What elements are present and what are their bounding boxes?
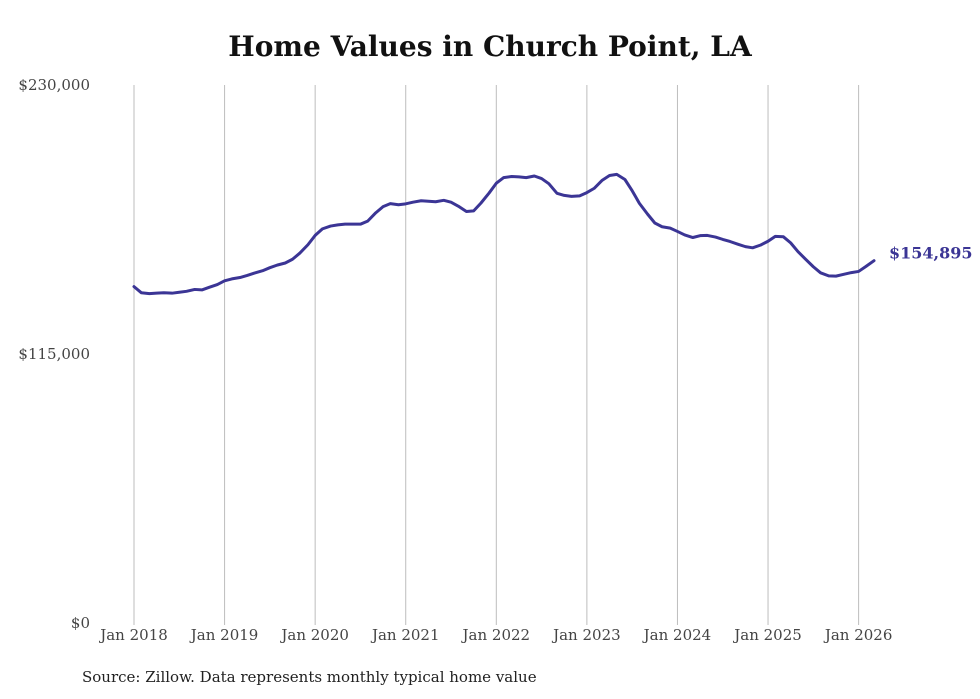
x-tick-label: Jan 2021: [370, 626, 440, 644]
end-value-label: $154,895: [889, 244, 973, 263]
source-note: Source: Zillow. Data represents monthly …: [82, 668, 537, 686]
chart-title: Home Values in Church Point, LA: [228, 30, 752, 63]
series-lines: [132, 172, 876, 296]
grid-lines: [133, 85, 860, 625]
x-tick-label: Jan 2022: [461, 626, 531, 644]
x-tick-label: Jan 2020: [279, 626, 349, 644]
y-tick-label: $230,000: [18, 76, 90, 94]
x-tick-label: Jan 2023: [551, 626, 621, 644]
x-tick-label: Jan 2026: [823, 626, 893, 644]
y-tick-label: $115,000: [18, 345, 90, 363]
x-axis-tick-labels: Jan 2018 Jan 2019 Jan 2020 Jan 2021 Jan 2022…: [98, 626, 892, 644]
series-line: [132, 172, 876, 296]
x-tick-label: Jan 2018: [98, 626, 168, 644]
x-tick-label: Jan 2024: [642, 626, 712, 644]
x-tick-label: Jan 2025: [732, 626, 802, 644]
y-axis-tick-labels: $0 $115,000 $230,000: [18, 76, 90, 632]
y-tick-label: $0: [71, 614, 90, 632]
data-labels: $154,895: [889, 244, 973, 263]
x-tick-label: Jan 2019: [189, 626, 259, 644]
